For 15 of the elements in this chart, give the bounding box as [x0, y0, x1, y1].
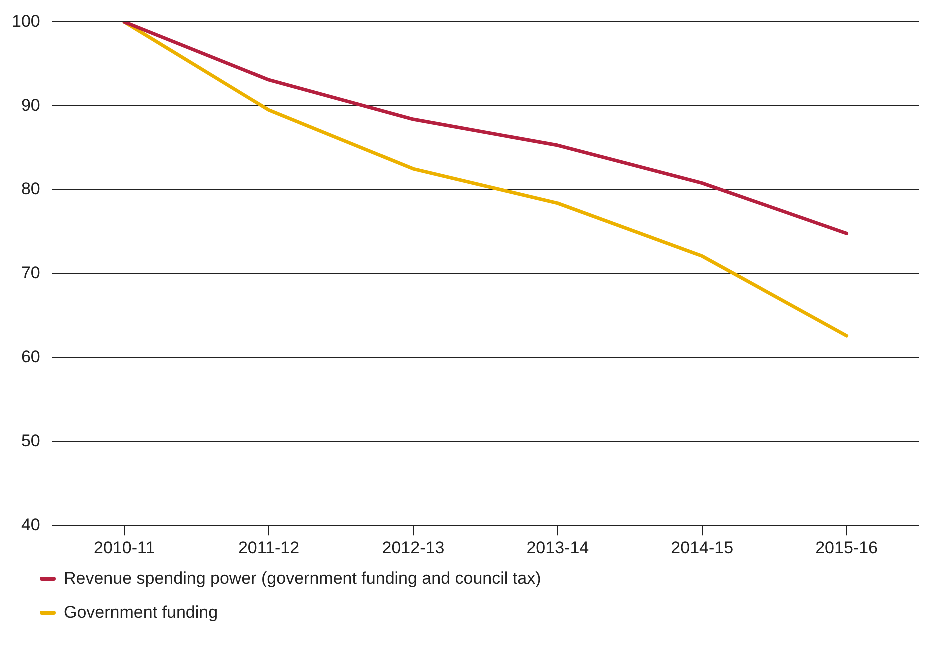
- y-tick-label: 50: [21, 431, 40, 450]
- x-tick-label: 2015-16: [816, 538, 878, 558]
- x-tick-label: 2010-11: [94, 538, 156, 558]
- legend-label: Revenue spending power (government funding and council tax): [64, 569, 542, 589]
- y-tick-label: 70: [21, 264, 40, 283]
- x-tick-label: 2013-14: [526, 538, 590, 558]
- y-tick-label: 100: [12, 12, 40, 31]
- x-tick-label: 2014-15: [671, 538, 734, 558]
- y-tick-label: 80: [21, 180, 40, 199]
- y-tick-label: 90: [21, 96, 40, 115]
- y-tick-label: 60: [21, 347, 40, 366]
- legend-label: Government funding: [64, 603, 218, 623]
- y-tick-label: 40: [21, 515, 40, 534]
- x-tick-label: 2011-12: [238, 538, 300, 558]
- x-tick-label: 2012-13: [382, 538, 445, 558]
